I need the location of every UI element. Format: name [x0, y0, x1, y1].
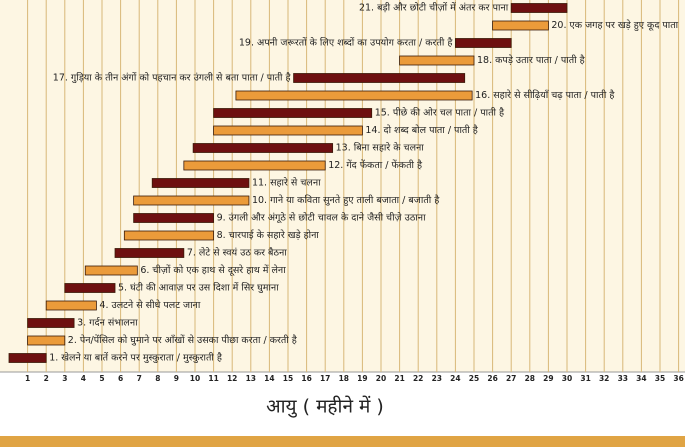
x-tick-label: 19: [357, 374, 367, 383]
x-tick-label: 31: [580, 374, 590, 383]
bar: [192, 143, 334, 153]
x-tick-label: 26: [487, 374, 497, 383]
x-tick-label: 20: [376, 374, 386, 383]
x-tick-label: 14: [264, 374, 274, 383]
bar-label: 16. सहारे से सीढ़ियाँ चढ़ पाता / पाती है: [475, 89, 615, 101]
bar-label: 17. गुड़िया के तीन अंगों को पहचान कर उंग…: [53, 72, 292, 84]
x-tick-label: 12: [227, 374, 237, 383]
x-axis-title: आयु ( महीने में ): [266, 395, 384, 419]
bar: [114, 248, 185, 258]
plot-background: [0, 0, 685, 372]
x-tick-label: 5: [99, 374, 104, 383]
bar: [399, 55, 475, 66]
bar-label: 13. बिना सहारे के चलना: [336, 142, 425, 154]
bar: [27, 318, 75, 328]
bar-label: 15. पीछे की ओर चल पाता / पाती है: [375, 107, 505, 119]
bar: [510, 3, 568, 13]
x-tick-label: 9: [174, 374, 179, 383]
x-tick-label: 15: [283, 374, 293, 383]
x-tick-label: 1: [25, 374, 30, 383]
bar-label: 18. कपड़े उतार पाता / पाती है: [477, 54, 586, 66]
x-tick-label: 6: [118, 374, 123, 383]
x-tick-label: 3: [62, 374, 67, 383]
x-tick-label: 32: [599, 374, 609, 383]
bar: [213, 125, 363, 136]
bar-label: 8. चारपाई के सहारे खड़े होना: [217, 229, 320, 241]
bar-label: 2. पेन/पेंसिल को घुमाने पर आँखों से उसका…: [68, 334, 298, 346]
bar: [45, 300, 97, 311]
x-tick-label: 25: [469, 374, 479, 383]
x-tick-label: 18: [339, 374, 349, 383]
bar: [492, 20, 549, 31]
bar: [27, 335, 66, 346]
x-tick-label: 27: [506, 374, 516, 383]
bar-label: 5. घंटी की आवाज़ पर उस दिशा में सिर घुमा…: [118, 282, 279, 294]
bar-label: 12. गेंद फेंकता / फेंकती है: [328, 159, 423, 171]
x-tick-label: 7: [137, 374, 142, 383]
bar: [213, 108, 373, 118]
bar-label: 10. गाने या कविता सुनते हुए ताली बजाता /…: [252, 194, 440, 207]
bar-label: 3. गर्दन संभालना: [77, 317, 138, 329]
x-tick-label: 21: [394, 374, 404, 383]
x-tick-label: 16: [301, 374, 311, 383]
x-tick-label: 36: [673, 374, 683, 383]
bar-label: 1. खेलने या बातें करने पर मुस्कुराता / म…: [49, 352, 223, 364]
footer-stripe: [0, 436, 685, 447]
x-tick-label: 10: [190, 374, 200, 383]
x-tick-label: 24: [450, 374, 460, 383]
bar: [123, 230, 214, 241]
x-tick-label: 28: [525, 374, 535, 383]
x-tick-label: 11: [208, 374, 218, 383]
bar-label: 11. सहारे से चलना: [252, 177, 321, 189]
bar-label: 21. बड़ी और छोटी चीज़ों में अंतर कर पाना: [359, 2, 509, 14]
x-tick-label: 33: [618, 374, 628, 383]
x-tick-label: 22: [413, 374, 423, 383]
bar-label: 20. एक जगह पर खड़े हुए कूद पाता: [551, 19, 678, 32]
bar-label: 9. उंगली और अंगूठे से छोटी चावल के दाने …: [217, 212, 426, 224]
bar: [454, 38, 512, 48]
bar: [84, 265, 138, 276]
bar-label: 14. दो शब्द बोल पाता / पाती है: [365, 124, 478, 136]
x-tick-label: 30: [562, 374, 572, 383]
x-tick-label: 34: [636, 374, 646, 383]
bar: [133, 213, 214, 223]
bar-label: 6. चीज़ों को एक हाथ से दूसरे हाथ में लेन…: [140, 264, 286, 276]
bar-label: 4. उलटने से सीधे पलट जाना: [99, 299, 200, 311]
x-tick-label: 35: [655, 374, 665, 383]
bar: [151, 178, 250, 188]
bar: [293, 73, 466, 83]
x-tick-label: 8: [155, 374, 160, 383]
x-tick-label: 13: [246, 374, 256, 383]
bar: [64, 283, 116, 293]
bar: [133, 195, 250, 206]
x-tick-label: 2: [44, 374, 49, 383]
bar: [235, 90, 473, 101]
x-tick-label: 4: [81, 374, 86, 383]
bar: [183, 160, 326, 171]
x-tick-label: 29: [543, 374, 553, 383]
x-tick-label: 17: [320, 374, 330, 383]
bar: [8, 353, 47, 363]
x-tick-label: 23: [432, 374, 442, 383]
bar-label: 7. लेटे से स्वयं उठ कर बैठना: [187, 247, 287, 259]
bar-label: 19. अपनी जरूरतों के लिए शब्दों का उपयोग …: [239, 37, 453, 49]
